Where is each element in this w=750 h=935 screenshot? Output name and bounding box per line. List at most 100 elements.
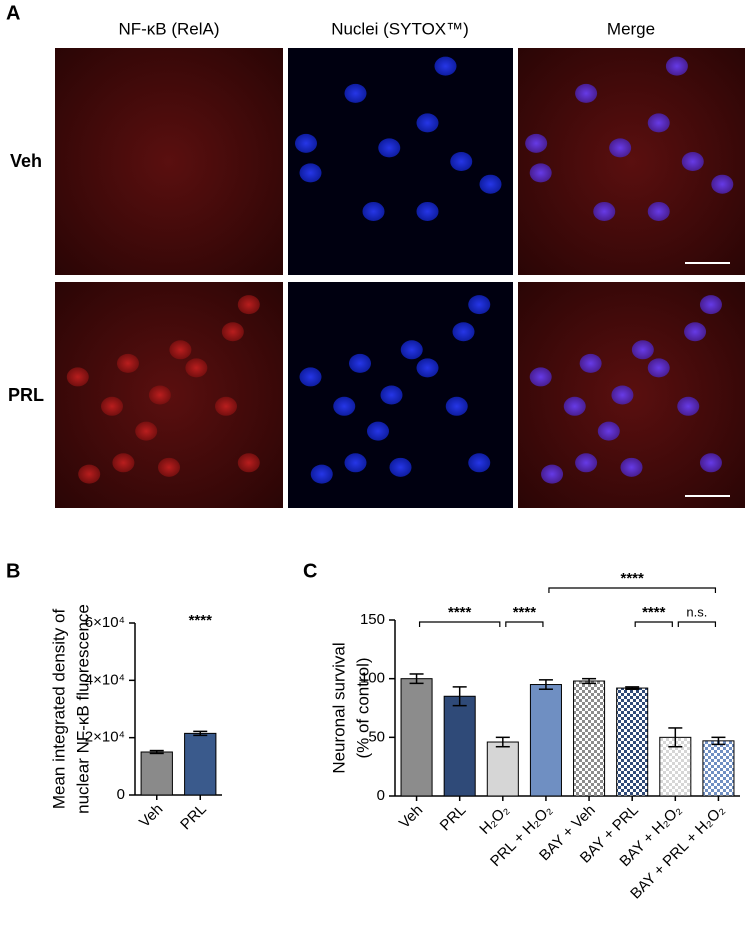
micrograph (518, 48, 745, 275)
nucleus (416, 358, 439, 378)
nucleus (389, 457, 412, 477)
panel-label: B (6, 560, 20, 582)
nucleus (541, 464, 564, 484)
nucleus (362, 201, 385, 221)
panel-label: A (6, 2, 20, 24)
bracket (677, 621, 717, 627)
nucleus (597, 421, 620, 441)
nucleus (647, 358, 670, 378)
nucleus (684, 322, 707, 342)
nucleus (434, 56, 457, 76)
error-bar (711, 736, 726, 746)
nucleus (445, 396, 468, 416)
nucleus (699, 453, 722, 473)
row-label: PRL (8, 385, 44, 405)
panel-label: C (303, 560, 317, 582)
nucleus (112, 453, 135, 473)
nucleus (631, 340, 654, 360)
bracket (505, 621, 544, 627)
bar (443, 695, 476, 797)
significance: **** (642, 604, 666, 621)
nucleus (148, 385, 171, 405)
x-tick-label: H₂O₂ (476, 801, 512, 837)
y-tick-label: 0 (117, 786, 125, 803)
y-tick-label: 6×10⁴ (85, 614, 125, 631)
bar (140, 751, 173, 796)
nucleus (452, 322, 475, 342)
bar (486, 741, 519, 797)
error-bar (149, 749, 164, 755)
bar (616, 687, 649, 797)
y-axis-label: (% of control) (353, 657, 372, 758)
bar (184, 732, 217, 796)
nucleus (299, 367, 322, 387)
bracket (548, 587, 717, 593)
significance: **** (621, 570, 645, 587)
nucleus (221, 322, 244, 342)
y-tick-label: 0 (377, 787, 385, 804)
column-title: Merge (607, 19, 655, 38)
nucleus (450, 152, 473, 171)
nucleus (237, 295, 260, 315)
significance: **** (189, 612, 213, 629)
nucleus (299, 163, 322, 183)
nucleus (575, 453, 598, 473)
nucleus (416, 201, 439, 221)
nucleus (525, 133, 548, 153)
nucleus (579, 353, 602, 373)
nucleus (647, 113, 670, 133)
bracket (418, 621, 501, 627)
nucleus (609, 138, 632, 158)
nucleus (575, 83, 598, 103)
nucleus (400, 340, 423, 360)
nucleus (169, 340, 192, 360)
nucleus (78, 464, 101, 484)
error-bar (409, 673, 424, 685)
y-tick-label: 100 (360, 670, 385, 687)
nucleus (647, 201, 670, 221)
y-axis-label: Neuronal survival (329, 642, 348, 773)
nucleus (367, 421, 389, 441)
nucleus (101, 396, 123, 416)
nucleus (611, 385, 634, 405)
nucleus (479, 174, 502, 194)
error-bar (193, 730, 208, 737)
bar (529, 684, 562, 797)
bracket (634, 621, 673, 627)
nucleus (116, 353, 139, 373)
nucleus (344, 453, 367, 473)
row-label: Veh (10, 151, 42, 171)
significance: **** (513, 604, 537, 621)
nucleus (529, 163, 552, 183)
nucleus (158, 457, 180, 477)
bar (702, 740, 735, 797)
error-bar (625, 686, 640, 690)
x-tick-label: Veh (396, 802, 426, 832)
nucleus (677, 396, 700, 416)
column-title: NF-κB (RelA) (118, 19, 219, 38)
error-bar (668, 727, 683, 748)
nucleus (66, 367, 89, 387)
nucleus (380, 385, 403, 405)
nucleus (135, 421, 158, 441)
x-tick-label: PRL (177, 801, 210, 834)
nucleus (620, 457, 643, 477)
error-bar (452, 686, 467, 707)
nucleus (711, 174, 734, 194)
nucleus (295, 133, 317, 153)
micrograph (288, 48, 513, 275)
nucleus (416, 113, 439, 133)
nucleus (563, 396, 586, 416)
significance: n.s. (686, 604, 707, 619)
column-title: Nuclei (SYTOX™) (331, 19, 469, 38)
significance: **** (448, 604, 472, 621)
bar (573, 680, 606, 797)
nucleus (699, 295, 722, 315)
nucleus (237, 453, 260, 473)
nucleus (349, 353, 371, 373)
micrograph (55, 48, 283, 275)
y-tick-label: 2×10⁴ (85, 729, 125, 746)
nucleus (468, 295, 491, 315)
y-axis-label: Mean integrated density of (49, 609, 68, 810)
